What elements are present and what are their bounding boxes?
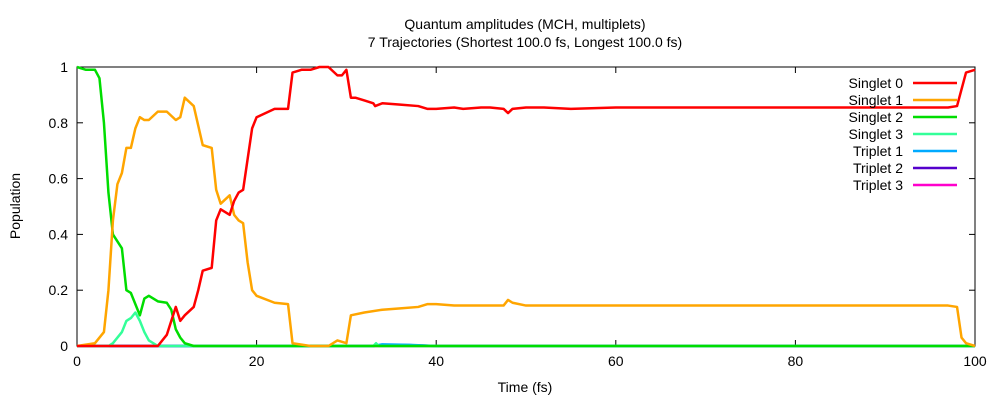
series-lines bbox=[76, 65, 976, 348]
series-line-singlet-2 bbox=[76, 65, 975, 348]
x-tick-label: 20 bbox=[249, 353, 265, 369]
x-tick-label: 40 bbox=[428, 353, 444, 369]
legend-label: Singlet 2 bbox=[849, 109, 904, 125]
legend-label: Singlet 3 bbox=[849, 126, 904, 142]
plot-frame bbox=[76, 66, 976, 347]
series-line-singlet-0 bbox=[77, 65, 976, 348]
chart-subtitle: 7 Trajectories (Shortest 100.0 fs, Longe… bbox=[368, 34, 682, 50]
legend-label: Triplet 2 bbox=[853, 160, 903, 176]
x-tick-label: 60 bbox=[608, 353, 624, 369]
y-tick-label: 0.6 bbox=[49, 171, 69, 187]
tick-labels: 0 20 40 60 80 100 0 0.2 0.4 0.6 0.8 1 bbox=[49, 59, 987, 369]
legend-label: Singlet 1 bbox=[849, 92, 904, 108]
y-tick-label: 0 bbox=[60, 338, 68, 354]
series-line-singlet-1 bbox=[76, 96, 976, 348]
axis-ticks bbox=[76, 66, 976, 347]
x-tick-label: 80 bbox=[788, 353, 804, 369]
y-tick-label: 1 bbox=[60, 59, 68, 75]
x-tick-label: 100 bbox=[963, 353, 987, 369]
y-tick-label: 0.8 bbox=[49, 115, 69, 131]
y-tick-label: 0.2 bbox=[49, 282, 69, 298]
y-tick-label: 0.4 bbox=[49, 226, 69, 242]
series-line-singlet-3 bbox=[77, 311, 975, 348]
legend-label: Triplet 1 bbox=[853, 143, 903, 159]
legend-label: Triplet 3 bbox=[853, 177, 903, 193]
y-axis-label: Population bbox=[7, 173, 23, 239]
chart-title: Quantum amplitudes (MCH, multiplets) bbox=[404, 16, 645, 32]
x-tick-label: 0 bbox=[73, 353, 81, 369]
x-axis-label: Time (fs) bbox=[498, 379, 553, 395]
legend-label: Singlet 0 bbox=[849, 75, 904, 91]
